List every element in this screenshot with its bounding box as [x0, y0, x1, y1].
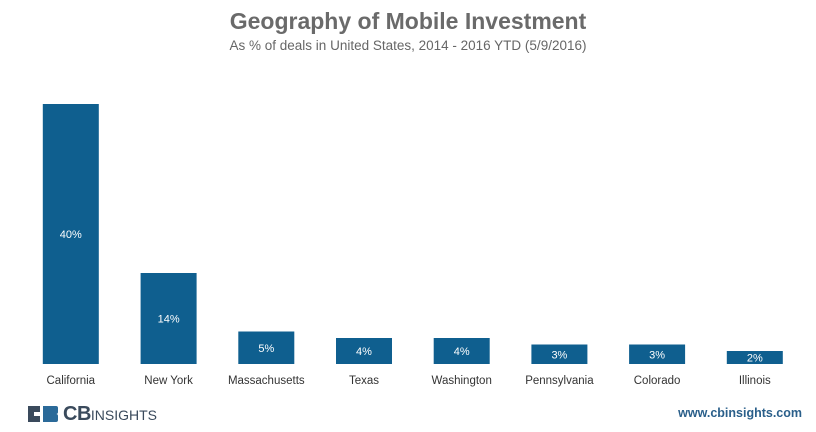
cb-logo-icon — [28, 406, 58, 422]
category-label: Colorado — [634, 375, 681, 387]
category-label: Washington — [432, 375, 492, 387]
category-label: California — [47, 375, 96, 387]
category-label: Pennsylvania — [525, 375, 594, 387]
bar-california — [42, 104, 99, 364]
bar-value-label: 5% — [258, 343, 274, 355]
category-label: Illinois — [739, 375, 771, 387]
bar-massachusetts — [238, 331, 295, 364]
bar-value-label: 3% — [551, 349, 567, 361]
cb-insights-logo: CBINSIGHTS — [26, 401, 157, 427]
bar-value-label: 14% — [158, 314, 180, 326]
bar-value-label: 2% — [747, 353, 763, 365]
chart-title: Geography of Mobile Investment — [229, 8, 587, 34]
bar-value-label: 4% — [454, 346, 470, 358]
logo-text-bold: CB — [63, 402, 91, 425]
bar-texas — [336, 338, 392, 364]
logo-text-light: INSIGHTS — [90, 406, 158, 423]
category-label: New York — [144, 375, 193, 387]
bar-chart: 40% California 14% New York 5% Massachusetts 4… — [42, 104, 783, 387]
category-label: Texas — [349, 375, 379, 387]
bar-value-label: 4% — [356, 346, 372, 358]
logo-text: CBINSIGHTS — [63, 403, 157, 426]
bar-pennsylvania — [531, 344, 588, 364]
bar-washington — [433, 338, 490, 364]
bar-colorado — [629, 344, 686, 364]
chart-subtitle: As % of deals in United States, 2014 - 2… — [229, 38, 587, 53]
bar-value-label: 3% — [649, 349, 665, 361]
bar-new-york — [140, 273, 197, 364]
bar-illinois — [726, 351, 783, 364]
bar-value-label: 40% — [60, 229, 82, 241]
website-link[interactable]: www.cbinsights.com — [678, 406, 802, 420]
category-label: Massachusetts — [228, 375, 305, 387]
